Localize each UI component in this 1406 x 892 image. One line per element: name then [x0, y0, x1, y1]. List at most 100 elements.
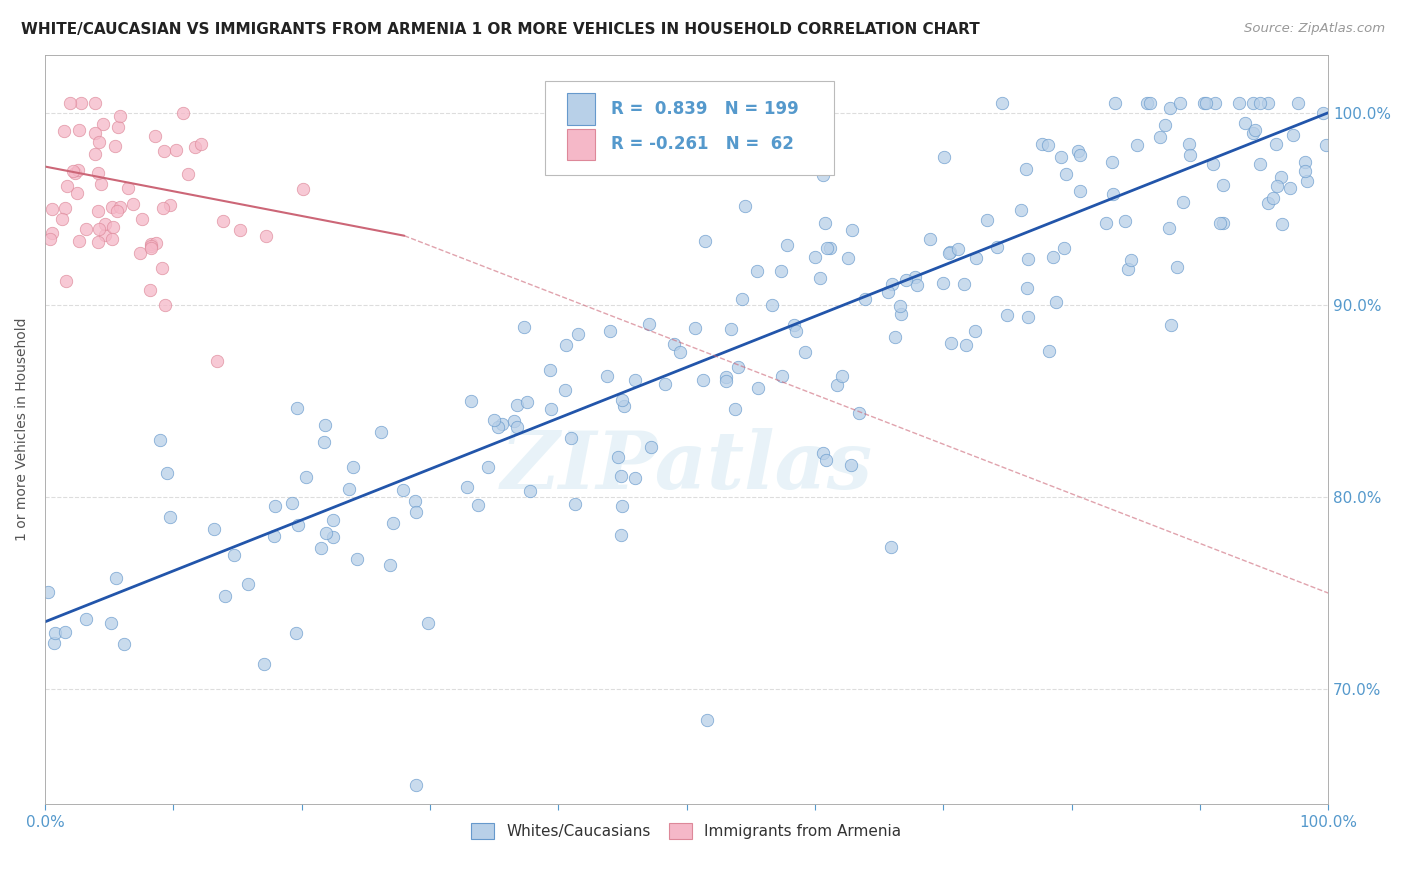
Point: [211, 214, 233, 228]
Point: [612, 499, 634, 513]
Point: [128, 245, 150, 260]
Point: [831, 369, 853, 384]
Point: [714, 370, 737, 384]
Point: [263, 500, 285, 514]
Point: [44, 636, 66, 650]
Point: [564, 497, 586, 511]
Point: [793, 344, 815, 359]
Point: [65, 186, 87, 201]
Point: [117, 181, 139, 195]
Point: [86, 235, 108, 249]
Point: [281, 496, 304, 510]
Point: [853, 292, 876, 306]
Point: [53, 624, 76, 639]
Point: [150, 261, 173, 276]
Point: [205, 354, 228, 368]
Point: [107, 120, 129, 135]
Point: [560, 432, 582, 446]
Point: [263, 529, 285, 543]
Point: [1050, 150, 1073, 164]
Point: [1315, 138, 1337, 153]
Point: [153, 144, 176, 158]
Text: WHITE/CAUCASIAN VS IMMIGRANTS FROM ARMENIA 1 OR MORE VEHICLES IN HOUSEHOLD CORRE: WHITE/CAUCASIAN VS IMMIGRANTS FROM ARMEN…: [21, 22, 980, 37]
Point: [623, 373, 645, 387]
Point: [342, 460, 364, 475]
Point: [567, 326, 589, 341]
Point: [110, 201, 132, 215]
Point: [624, 470, 647, 484]
Point: [67, 123, 90, 137]
Point: [1157, 221, 1180, 235]
Point: [405, 778, 427, 792]
Point: [986, 240, 1008, 254]
Point: [141, 241, 163, 255]
Point: [41, 226, 63, 240]
Point: [538, 363, 561, 377]
Point: [825, 378, 848, 392]
Point: [104, 571, 127, 585]
Point: [877, 285, 900, 300]
Point: [818, 241, 841, 255]
Point: [1294, 155, 1316, 169]
Point: [607, 450, 630, 464]
Point: [1159, 101, 1181, 115]
Point: [683, 320, 706, 334]
Point: [370, 425, 392, 440]
Point: [662, 337, 685, 351]
Point: [1204, 96, 1226, 111]
FancyBboxPatch shape: [546, 81, 834, 175]
Point: [1234, 116, 1257, 130]
Point: [1271, 217, 1294, 231]
Point: [224, 549, 246, 563]
Point: [776, 238, 799, 252]
Point: [1241, 96, 1264, 111]
Point: [252, 657, 274, 671]
Point: [149, 434, 172, 448]
Point: [1286, 96, 1309, 111]
Point: [94, 217, 117, 231]
Point: [724, 402, 747, 417]
Point: [1257, 195, 1279, 210]
Point: [1312, 105, 1334, 120]
Point: [1069, 148, 1091, 162]
Point: [1017, 310, 1039, 324]
Point: [87, 166, 110, 180]
Point: [1241, 126, 1264, 140]
Point: [1017, 281, 1039, 295]
Point: [44, 626, 66, 640]
Point: [1211, 216, 1233, 230]
Point: [1180, 148, 1202, 162]
Point: [1296, 174, 1319, 188]
Point: [747, 381, 769, 395]
Point: [100, 231, 122, 245]
Point: [1102, 187, 1125, 202]
Point: [1149, 130, 1171, 145]
Point: [880, 541, 903, 555]
Point: [1168, 96, 1191, 111]
Point: [315, 525, 337, 540]
Point: [1069, 184, 1091, 198]
Point: [112, 637, 135, 651]
Point: [811, 168, 834, 182]
Point: [1195, 96, 1218, 111]
Point: [770, 368, 793, 383]
Point: [491, 417, 513, 431]
Point: [1053, 240, 1076, 254]
Point: [392, 483, 415, 497]
Point: [101, 220, 124, 235]
Point: [609, 527, 631, 541]
Point: [37, 585, 59, 599]
Point: [692, 373, 714, 387]
Point: [1171, 195, 1194, 210]
Point: [312, 434, 335, 449]
Point: [177, 167, 200, 181]
Point: [66, 162, 89, 177]
Point: [1054, 167, 1077, 181]
Point: [1154, 118, 1177, 132]
Point: [159, 198, 181, 212]
Point: [1125, 138, 1147, 153]
Point: [52, 124, 75, 138]
Y-axis label: 1 or more Vehicles in Household: 1 or more Vehicles in Household: [15, 318, 30, 541]
Point: [90, 178, 112, 192]
Point: [41, 202, 63, 217]
